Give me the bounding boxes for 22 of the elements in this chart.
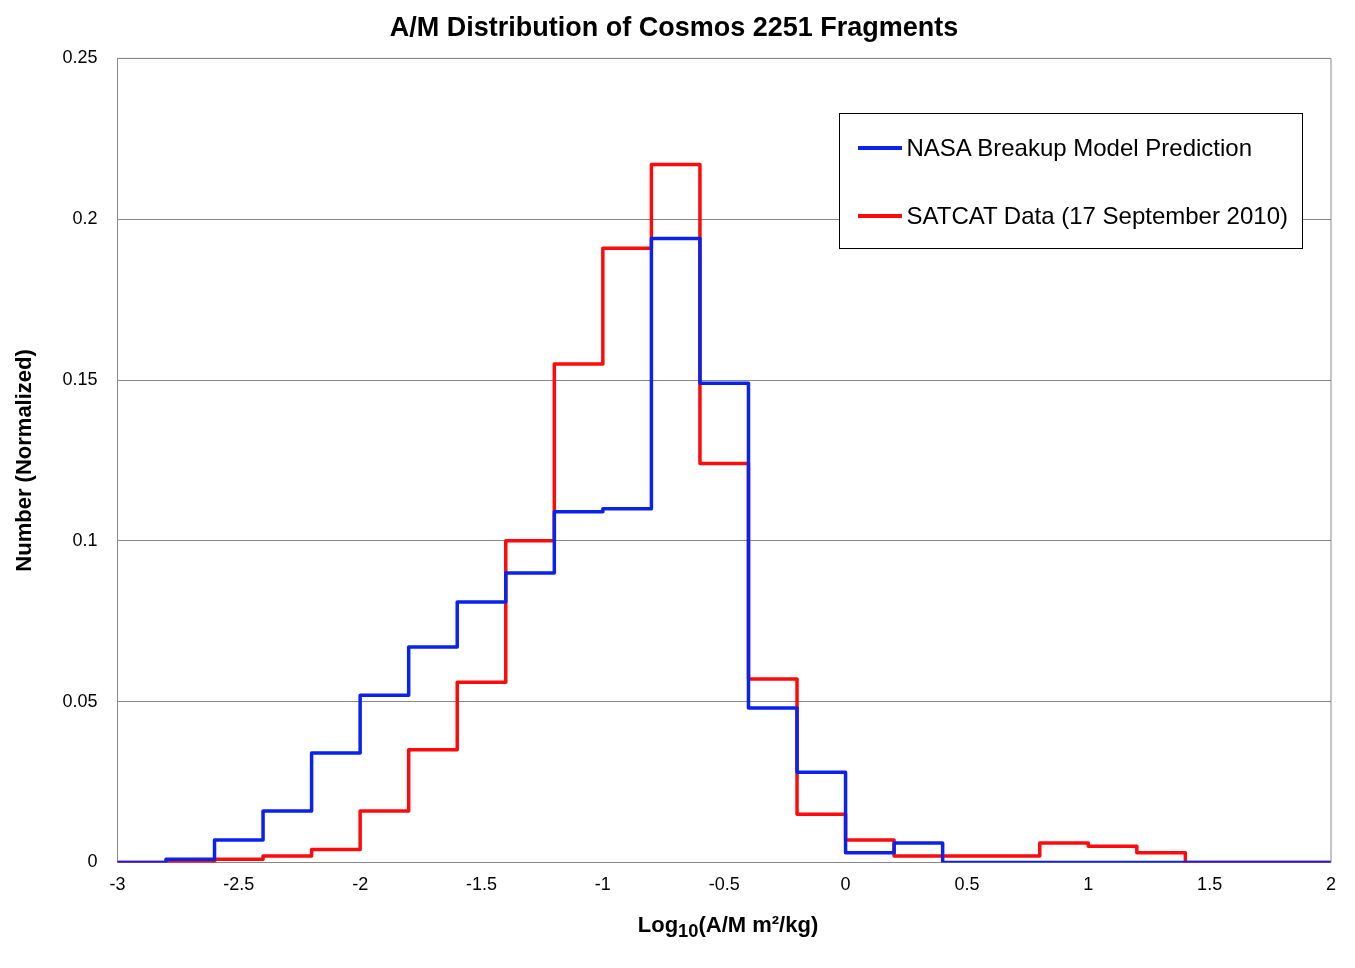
- legend-label: NASA Breakup Model Prediction: [906, 134, 1252, 162]
- y-tick-label: 0.15: [62, 368, 98, 389]
- x-axis-title: Log$_{10}$(A/M m²/kg): [636, 912, 820, 943]
- x-tick-label: -3: [109, 874, 126, 895]
- y-tick-label: 0.1: [72, 529, 98, 550]
- y-tick-label: 0.05: [62, 690, 98, 711]
- x-tick-label: 1: [1083, 874, 1094, 895]
- legend-label: SATCAT Data (17 September 2010): [906, 202, 1288, 230]
- x-tick-label: -1.5: [465, 874, 498, 895]
- chart-title: A/M Distribution of Cosmos 2251 Fragments: [389, 11, 959, 42]
- x-tick-label: 0: [840, 874, 851, 895]
- x-tick-label: -2.5: [223, 874, 255, 895]
- x-tick-label: -2: [352, 874, 369, 895]
- x-tick-label: 1.5: [1197, 874, 1223, 895]
- x-tick-label: -0.5: [708, 874, 740, 895]
- x-tick-label: 2: [1325, 874, 1336, 895]
- x-tick-label: -1: [594, 874, 611, 895]
- y-axis-title: Number (Normalized): [11, 349, 37, 572]
- y-tick-label: 0.2: [72, 208, 98, 229]
- y-tick-label: 0.25: [62, 47, 98, 68]
- x-tick-label: 0.5: [954, 874, 980, 895]
- y-tick-label: 0: [87, 851, 98, 872]
